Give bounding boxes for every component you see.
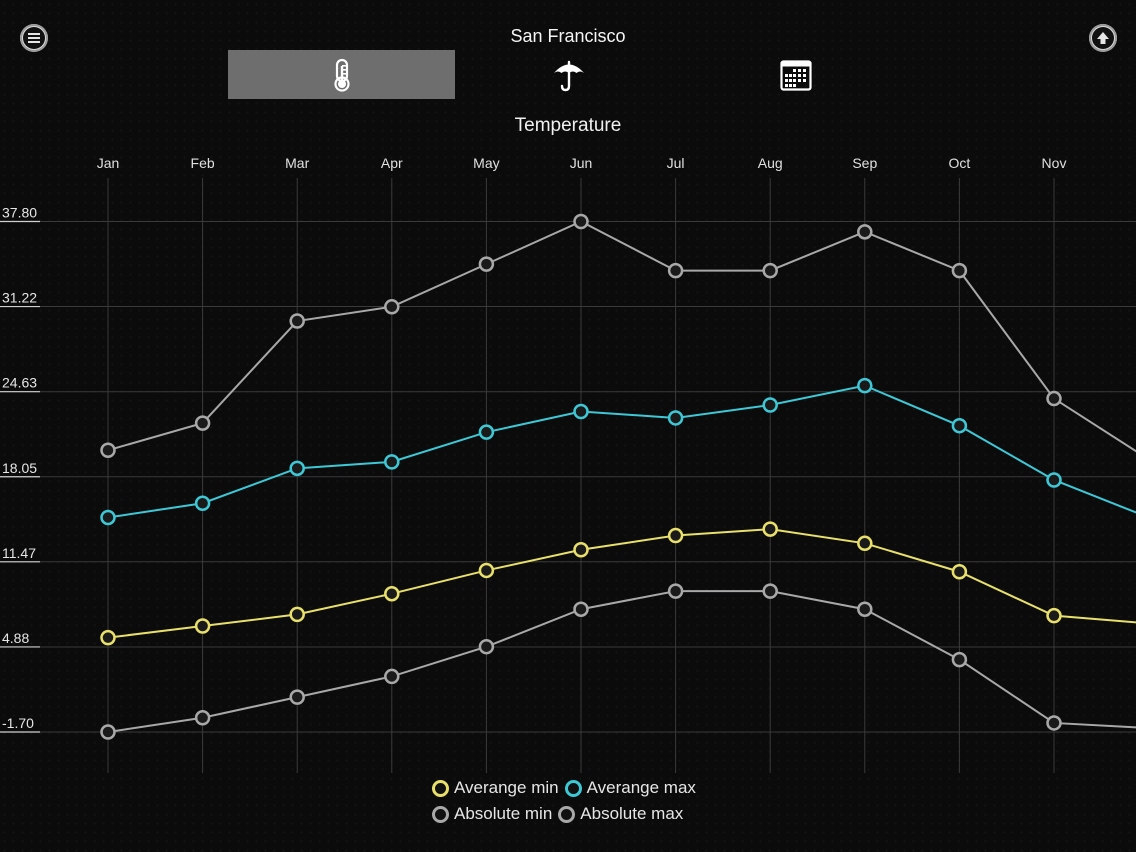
tab-rain[interactable]: [455, 50, 682, 99]
data-point-abs-min: [762, 583, 778, 599]
data-point-avg-max: [478, 424, 495, 440]
series-line-avg-max: [107, 384, 1136, 519]
data-point-avg-max: [1046, 472, 1062, 488]
legend-avg-min: Averange min: [432, 778, 559, 798]
data-point-abs-max: [951, 262, 968, 279]
data-point-abs-min: [478, 638, 495, 655]
data-point-avg-max: [857, 377, 873, 394]
menu-button[interactable]: [20, 24, 48, 52]
data-point-avg-min: [194, 618, 211, 634]
data-point-avg-max: [667, 410, 684, 426]
x-tick-label: Oct: [949, 155, 971, 171]
legend-abs-min-swatch: [432, 805, 449, 823]
y-tick-label: 37.80: [2, 205, 37, 221]
data-point-abs-max: [100, 442, 116, 459]
data-point-abs-max: [384, 299, 400, 315]
tab-temperature[interactable]: [228, 50, 455, 99]
data-point-abs-min: [857, 601, 873, 617]
legend-avg-min-label: Averange min: [454, 778, 559, 797]
data-point-abs-min: [667, 583, 684, 599]
y-tick-label: 31.22: [2, 290, 37, 306]
legend-abs-max: Absolute max: [558, 804, 683, 824]
x-tick-label: Nov: [1042, 155, 1067, 171]
legend-abs-max-swatch: [558, 805, 576, 823]
calendar-icon: [779, 59, 812, 91]
x-tick-label: Feb: [191, 155, 215, 171]
data-point-avg-min: [384, 585, 400, 602]
data-point-abs-max: [478, 256, 495, 272]
data-point-avg-min: [478, 562, 495, 579]
data-point-avg-min: [573, 542, 589, 558]
data-point-avg-max: [100, 509, 116, 526]
x-tick-label: Jan: [97, 155, 120, 171]
x-tick-label: Mar: [285, 155, 309, 171]
data-point-abs-max: [194, 415, 211, 431]
legend-abs-max-label: Absolute max: [580, 804, 684, 823]
data-point-abs-max: [1046, 390, 1062, 407]
umbrella-icon: [553, 60, 584, 91]
data-point-avg-max: [384, 454, 400, 470]
menu-icon: [28, 33, 40, 43]
x-tick-label: Sep: [852, 155, 877, 171]
data-point-abs-max: [857, 224, 873, 240]
x-tick-label: Apr: [381, 155, 403, 171]
city-title: San Francisco: [510, 26, 626, 46]
legend-avg-min-swatch: [432, 779, 449, 797]
up-arrow-icon: [1097, 32, 1109, 44]
data-point-avg-min: [951, 563, 968, 580]
legend-abs-min-label: Absolute min: [454, 804, 553, 823]
legend-avg-max: Averange max: [564, 778, 696, 798]
thermometer-icon: [333, 58, 350, 92]
data-point-avg-min: [1046, 607, 1062, 624]
data-point-abs-min: [573, 601, 589, 617]
data-point-abs-min: [194, 710, 211, 726]
x-tick-label: May: [473, 155, 499, 171]
y-tick-label: 4.88: [2, 630, 29, 646]
x-tick-label: Jun: [570, 155, 593, 171]
data-point-avg-max: [573, 403, 589, 420]
data-point-avg-max: [289, 460, 305, 477]
x-tick-label: Aug: [758, 155, 783, 171]
data-point-avg-max: [762, 397, 778, 413]
legend-abs-min: Absolute min: [432, 804, 552, 824]
chart-legend: Averange min Averange max Absolute min A…: [432, 775, 732, 827]
data-point-abs-max: [762, 262, 778, 279]
data-point-avg-min: [857, 535, 873, 552]
y-tick-label: 18.05: [2, 460, 37, 476]
share-button[interactable]: [1089, 24, 1117, 52]
legend-avg-max-swatch: [564, 779, 582, 797]
data-point-avg-min: [289, 606, 305, 623]
series-line-avg-min: [107, 528, 1136, 639]
data-point-abs-min: [100, 724, 116, 740]
tab-calendar[interactable]: [682, 50, 909, 99]
data-point-abs-max: [573, 213, 589, 230]
data-point-avg-min: [667, 527, 684, 544]
data-point-abs-min: [289, 689, 305, 705]
y-tick-label: 11.47: [2, 545, 36, 561]
y-tick-label: 24.63: [2, 375, 37, 391]
data-point-avg-max: [951, 417, 968, 434]
data-point-abs-max: [667, 262, 684, 279]
chart-title: Temperature: [514, 115, 622, 136]
data-point-avg-max: [194, 495, 211, 511]
data-point-abs-min: [951, 651, 968, 668]
data-point-avg-min: [762, 521, 778, 537]
data-point-abs-min: [384, 668, 400, 685]
data-point-abs-min: [1046, 715, 1062, 731]
legend-avg-max-label: Averange max: [586, 778, 696, 797]
series-line-abs-max: [107, 220, 1136, 453]
y-tick-label: -1.70: [2, 715, 34, 731]
x-tick-label: Jul: [667, 155, 685, 171]
data-point-abs-max: [289, 313, 305, 329]
data-point-avg-min: [100, 629, 116, 646]
series-line-abs-min: [107, 590, 1136, 733]
